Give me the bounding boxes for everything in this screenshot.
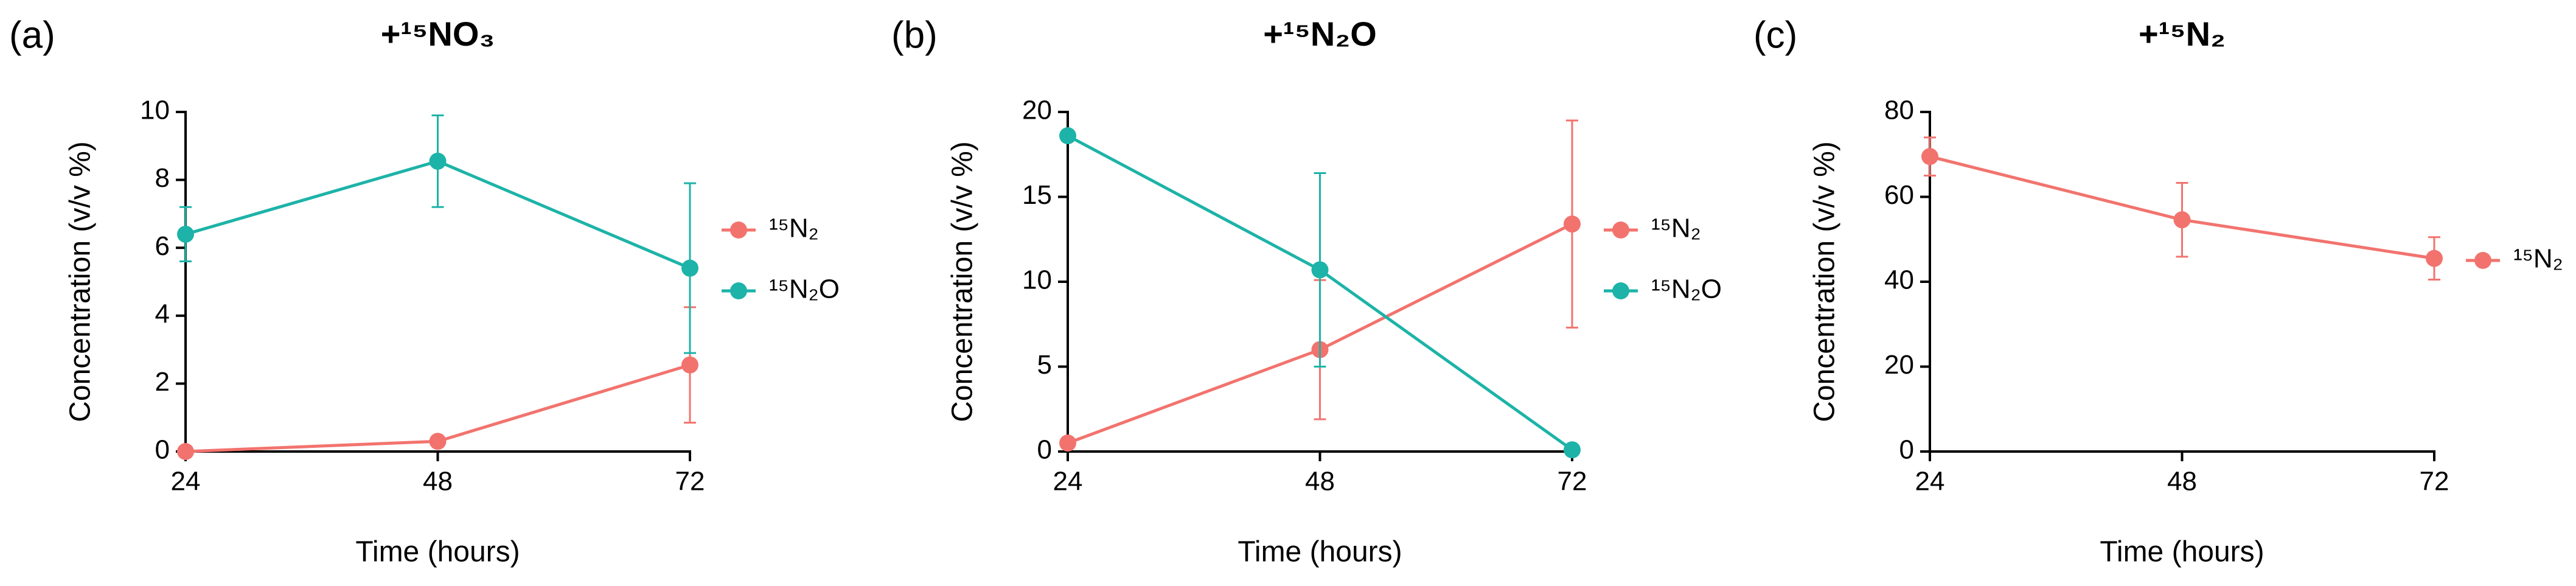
data-point [681, 259, 698, 277]
y-tick-label: 80 [1884, 96, 1914, 125]
y-tick-label: 0 [1899, 435, 1914, 465]
y-tick-label: 60 [1884, 180, 1914, 210]
data-point [429, 152, 447, 170]
data-point [1311, 261, 1329, 279]
chart-title: +¹⁵N₂ [2139, 15, 2226, 53]
legend-label: ¹⁵N₂ [769, 214, 819, 243]
data-point [2426, 249, 2443, 267]
legend-label: ¹⁵N₂ [2513, 244, 2563, 274]
legend-label: ¹⁵N₂ [1651, 214, 1701, 243]
y-tick-label: 20 [1022, 96, 1052, 125]
y-axis-title: Concentration (v/v %) [947, 141, 979, 422]
x-axis-title: Time (hours) [1238, 536, 1402, 568]
y-tick-label: 5 [1037, 350, 1052, 380]
x-tick-label: 24 [1053, 467, 1083, 497]
x-tick-label: 24 [171, 467, 201, 497]
y-tick-label: 0 [1037, 435, 1052, 465]
y-axis-title: Concentration (v/v %) [1809, 141, 1841, 422]
x-axis-title: Time (hours) [2100, 536, 2264, 568]
y-tick-label: 40 [1884, 265, 1914, 295]
chart-title: +¹⁵N₂O [1263, 15, 1377, 53]
legend-marker [1612, 282, 1629, 299]
y-tick-label: 4 [155, 299, 170, 329]
data-point [1564, 441, 1581, 459]
x-tick-label: 48 [2167, 467, 2197, 497]
data-point [1059, 127, 1076, 145]
x-axis-title: Time (hours) [355, 536, 520, 568]
legend-marker [730, 221, 747, 239]
x-tick-label: 72 [2420, 467, 2449, 497]
x-tick-label: 24 [1915, 467, 1945, 497]
legend-label: ¹⁵N₂O [1651, 274, 1722, 304]
legend-marker [1612, 221, 1629, 239]
data-point [177, 443, 194, 460]
data-point [2173, 211, 2191, 229]
data-point [177, 225, 194, 243]
legend-marker [2474, 252, 2491, 269]
y-tick-label: 2 [155, 367, 170, 397]
panel-label: (c) [1753, 14, 1797, 56]
x-tick-label: 72 [1558, 467, 1587, 497]
y-tick-label: 6 [155, 231, 170, 261]
chart-title: +¹⁵NO₃ [381, 15, 495, 53]
y-axis-title: Concentration (v/v %) [64, 141, 97, 422]
legend-marker [730, 282, 747, 299]
x-tick-label: 48 [423, 467, 453, 497]
y-tick-label: 10 [140, 96, 170, 125]
y-tick-label: 0 [155, 435, 170, 465]
data-point [1921, 148, 1938, 166]
x-tick-label: 48 [1305, 467, 1335, 497]
y-tick-label: 8 [155, 163, 170, 193]
panel-label: (a) [9, 14, 55, 56]
data-point [1059, 434, 1076, 452]
data-point [1564, 215, 1581, 233]
data-point [429, 433, 447, 450]
panel-label: (b) [891, 14, 938, 56]
y-tick-label: 20 [1884, 350, 1914, 380]
y-tick-label: 10 [1022, 265, 1052, 295]
legend-label: ¹⁵N₂O [769, 274, 840, 304]
y-tick-label: 15 [1022, 180, 1052, 210]
x-tick-label: 72 [675, 467, 705, 497]
data-point [681, 356, 698, 374]
